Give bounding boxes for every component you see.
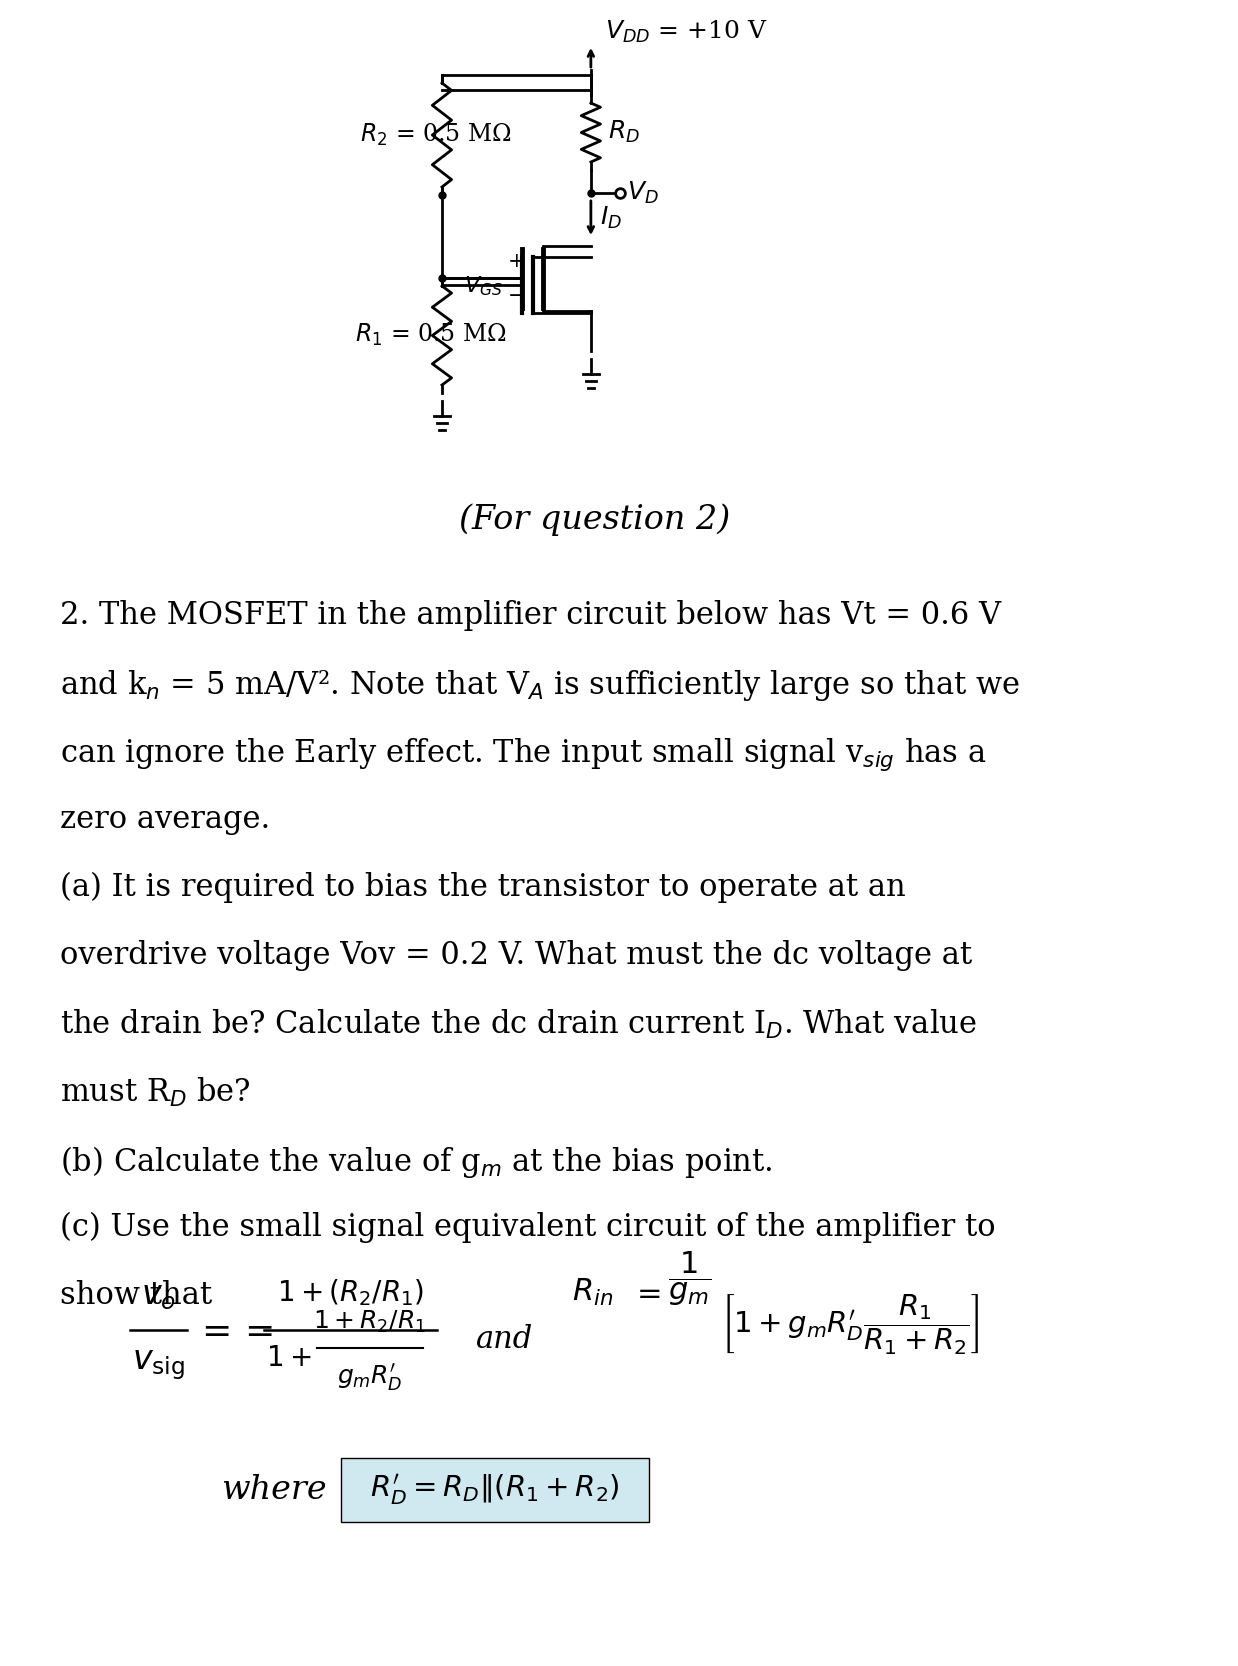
Text: the drain be? Calculate the dc drain current I$_D$. What value: the drain be? Calculate the dc drain cur… bbox=[59, 1008, 977, 1041]
Text: $V_{GS}$: $V_{GS}$ bbox=[464, 275, 503, 298]
Text: $1 +$: $1 +$ bbox=[266, 1344, 312, 1373]
Text: $R_2$ = 0.5 MΩ: $R_2$ = 0.5 MΩ bbox=[360, 122, 513, 148]
Text: (c) Use the small signal equivalent circuit of the amplifier to: (c) Use the small signal equivalent circ… bbox=[59, 1211, 995, 1243]
Text: $R_D$: $R_D$ bbox=[608, 118, 640, 145]
Text: (b) Calculate the value of g$_m$ at the bias point.: (b) Calculate the value of g$_m$ at the … bbox=[59, 1145, 773, 1180]
Text: $g_m R^\prime_D$: $g_m R^\prime_D$ bbox=[337, 1363, 402, 1393]
Text: show that: show that bbox=[59, 1279, 212, 1311]
Text: must R$_D$ be?: must R$_D$ be? bbox=[59, 1076, 250, 1110]
Text: overdrive voltage Vov = 0.2 V. What must the dc voltage at: overdrive voltage Vov = 0.2 V. What must… bbox=[59, 940, 972, 971]
Text: and k$_n$ = 5 mA/V². Note that V$_A$ is sufficiently large so that we: and k$_n$ = 5 mA/V². Note that V$_A$ is … bbox=[59, 668, 1020, 703]
Text: −: − bbox=[508, 287, 526, 305]
Text: $R_1$ = 0.5 MΩ: $R_1$ = 0.5 MΩ bbox=[355, 322, 508, 348]
Text: 2. The MOSFET in the amplifier circuit below has Vt = 0.6 V: 2. The MOSFET in the amplifier circuit b… bbox=[59, 600, 1000, 631]
Text: (For question 2): (For question 2) bbox=[459, 503, 730, 536]
Text: $V_D$: $V_D$ bbox=[628, 180, 659, 207]
Text: $=$: $=$ bbox=[193, 1313, 229, 1348]
Text: $I_D$: $I_D$ bbox=[600, 205, 623, 232]
Text: $R^{\prime}_D = R_D \| (R_1 + R_2)$: $R^{\prime}_D = R_D \| (R_1 + R_2)$ bbox=[370, 1473, 620, 1508]
Text: $R_{in}$: $R_{in}$ bbox=[572, 1276, 613, 1308]
Text: $\left[ 1 + g_m R^\prime_D \dfrac{R_1}{R_1 + R_2} \right]$: $\left[ 1 + g_m R^\prime_D \dfrac{R_1}{R… bbox=[721, 1293, 979, 1358]
Text: $v_o$: $v_o$ bbox=[141, 1279, 176, 1313]
Text: +: + bbox=[508, 252, 526, 270]
Text: zero average.: zero average. bbox=[59, 805, 270, 835]
Text: $1 + R_2/R_1$: $1 + R_2/R_1$ bbox=[313, 1309, 426, 1334]
Text: $=$: $=$ bbox=[631, 1278, 661, 1308]
Text: $=$: $=$ bbox=[236, 1313, 272, 1348]
Text: $1 + (R_2/R_1)$: $1 + (R_2/R_1)$ bbox=[277, 1278, 425, 1308]
Text: $\dfrac{1}{g_m}$: $\dfrac{1}{g_m}$ bbox=[667, 1250, 711, 1308]
Text: and: and bbox=[475, 1324, 532, 1356]
Text: $V_{DD}$ = +10 V: $V_{DD}$ = +10 V bbox=[605, 18, 768, 45]
Bar bbox=[342, 1458, 649, 1523]
Text: can ignore the Early effect. The input small signal v$_{sig}$ has a: can ignore the Early effect. The input s… bbox=[59, 736, 985, 773]
Text: $v_{\rm sig}$: $v_{\rm sig}$ bbox=[132, 1348, 184, 1381]
Text: (a) It is required to bias the transistor to operate at an: (a) It is required to bias the transisto… bbox=[59, 871, 905, 903]
Text: where: where bbox=[220, 1474, 327, 1506]
